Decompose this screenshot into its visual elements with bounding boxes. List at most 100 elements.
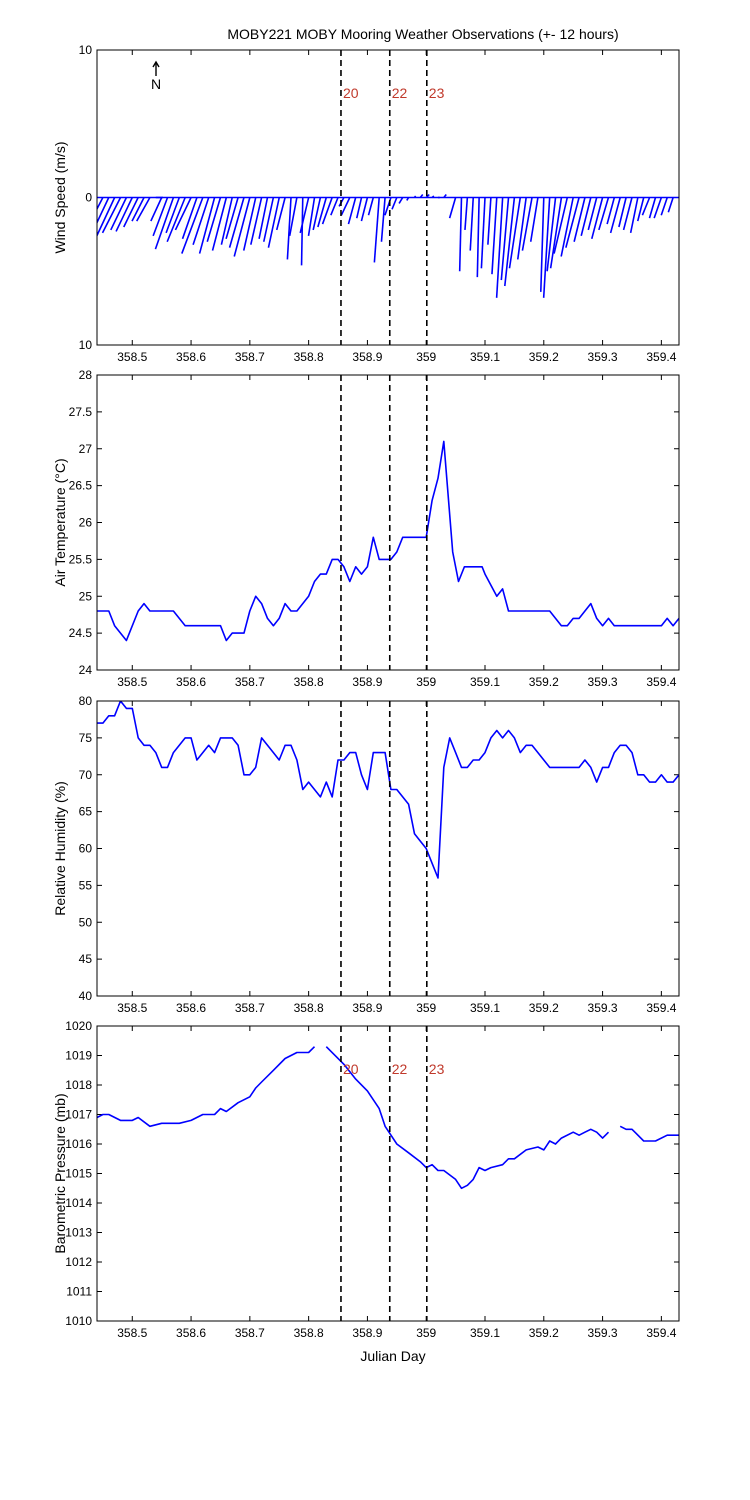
x-tick-label: 358.6: [176, 1001, 206, 1015]
y-tick-label: 25: [79, 589, 93, 603]
wind-vector: [347, 197, 357, 225]
series-line: [97, 1046, 316, 1128]
marker-label: 22: [392, 85, 408, 101]
y-tick-label: 28: [79, 368, 93, 382]
wind-vector: [192, 197, 210, 245]
x-tick-label: 358.7: [235, 675, 265, 689]
x-tick-label: 359.3: [588, 675, 618, 689]
x-tick-label: 358.9: [352, 1001, 382, 1015]
axes-frame: [96, 700, 680, 997]
axes-frame: [96, 49, 680, 346]
x-tick-label: 359: [416, 675, 436, 689]
x-tick-label: 359.2: [529, 675, 559, 689]
y-tick-label: 24: [79, 663, 93, 677]
marker-label: 20: [343, 85, 359, 101]
x-tick-label: 358.8: [294, 675, 324, 689]
wind-vector: [367, 197, 375, 216]
marker-label: 23: [429, 85, 445, 101]
x-tick-label: 358.6: [176, 1326, 206, 1340]
y-tick-label: 0: [85, 191, 92, 205]
x-tick-label: 359.3: [588, 1326, 618, 1340]
y-tick-label: 1011: [66, 1285, 92, 1299]
x-tick-label: 359: [416, 350, 436, 364]
wind-vector: [181, 197, 198, 240]
y-tick-label: 1016: [65, 1137, 92, 1151]
wind-vector: [542, 197, 551, 298]
y-tick-label: 26.5: [69, 479, 93, 493]
y-axis-label: Relative Humidity (%): [52, 781, 68, 916]
x-tick-label: 358.9: [352, 1326, 382, 1340]
wind-vector: [622, 197, 633, 231]
wind-vector: [152, 197, 169, 237]
wind-vector: [598, 197, 610, 231]
wind-vector: [97, 197, 116, 238]
north-label: N: [151, 76, 161, 92]
wind-vector: [115, 197, 133, 232]
wind-vector: [398, 197, 404, 204]
marker-label: 20: [343, 1061, 359, 1077]
x-tick-label: 358.8: [294, 350, 324, 364]
x-tick-label: 358.7: [235, 350, 265, 364]
x-tick-label: 359.1: [470, 675, 500, 689]
marker-label: 22: [392, 1061, 408, 1077]
axes-frame: [96, 1025, 680, 1322]
wind-vector: [629, 197, 639, 234]
wind-vector: [300, 197, 304, 266]
y-tick-label: 75: [79, 731, 93, 745]
wind-vector: [653, 197, 663, 219]
wind-vector: [154, 197, 175, 250]
wind-vector: [198, 197, 216, 254]
wind-vector: [448, 197, 457, 219]
wind-vector: [97, 197, 104, 211]
wind-vector: [360, 197, 369, 222]
wind-vector: [573, 197, 586, 242]
wind-vector: [165, 197, 181, 234]
x-tick-label: 359.2: [529, 1001, 559, 1015]
wind-vector: [206, 197, 222, 242]
wind-vector: [609, 197, 621, 234]
panel-pres: 358.5 358.6 358.7 358.8 358.9 359 359.1 359.2 35…: [52, 1019, 680, 1340]
series-group: [97, 1046, 679, 1190]
wind-vector: [580, 197, 592, 237]
wind-vector: [660, 197, 669, 216]
x-tick-label: 359.4: [646, 1326, 676, 1340]
y-tick-label: 1014: [65, 1196, 92, 1210]
wind-vector: [553, 197, 569, 254]
wind-vector: [225, 197, 239, 240]
wind-vector: [516, 197, 527, 260]
y-axis-label: Wind Speed (m/s): [52, 141, 68, 253]
y-tick-label: 55: [79, 878, 93, 892]
wind-vector: [560, 197, 574, 257]
y-tick-label: 27: [79, 442, 93, 456]
x-tick-label: 359.2: [529, 350, 559, 364]
x-tick-label: 358.5: [117, 350, 147, 364]
wind-vector: [228, 197, 245, 248]
y-tick-label: 1017: [65, 1108, 92, 1122]
wind-vector: [275, 197, 286, 231]
wind-vector: [480, 197, 486, 269]
wind-vector: [355, 197, 363, 219]
y-tick-label: 1010: [65, 1314, 92, 1328]
x-tick-label: 358.5: [117, 1001, 147, 1015]
wind-vector: [312, 197, 322, 231]
wind-vector: [250, 197, 263, 245]
wind-vector: [286, 197, 292, 260]
wind-vector: [321, 197, 333, 225]
wind-vector: [373, 197, 380, 263]
y-tick-label: 45: [79, 952, 93, 966]
wind-vector: [443, 194, 447, 199]
y-tick-label: 65: [79, 805, 93, 819]
wind-vector: [150, 197, 163, 222]
chart-title: MOBY221 MOBY Mooring Weather Observation…: [227, 26, 618, 42]
wind-vector: [136, 197, 151, 222]
wind-vector: [648, 197, 657, 219]
y-tick-label: 60: [79, 842, 93, 856]
y-tick-label: 40: [79, 989, 93, 1003]
wind-vector: [591, 197, 604, 240]
x-axis-label: Julian Day: [360, 1348, 425, 1364]
x-tick-label: 358.9: [352, 675, 382, 689]
series-group: [97, 193, 679, 298]
wind-vector: [491, 197, 498, 275]
wind-vector: [495, 197, 504, 298]
wind-vector: [101, 197, 122, 234]
